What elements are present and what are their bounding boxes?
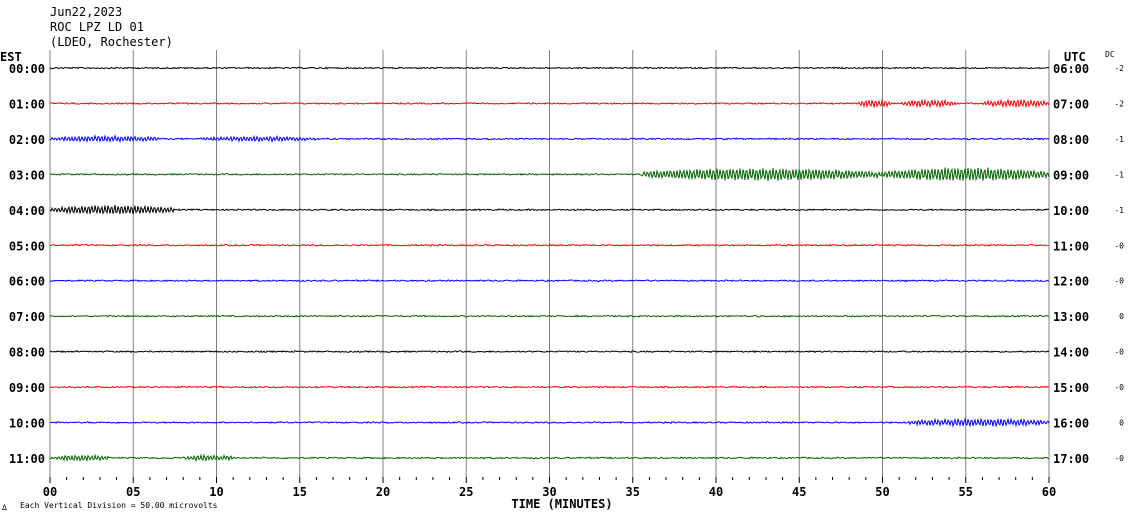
tick-label-05: 05 xyxy=(126,485,140,499)
tick-label-50: 50 xyxy=(875,485,889,499)
trace-0300 xyxy=(49,167,1050,182)
utc-label-1600: 16:00 xyxy=(1053,417,1089,431)
utc-label-1200: 12:00 xyxy=(1053,275,1089,289)
tick-label-40: 40 xyxy=(709,485,723,499)
est-label-1100: 11:00 xyxy=(9,452,45,466)
x-axis-title: TIME (MINUTES) xyxy=(511,497,612,511)
trace-0700 xyxy=(49,314,1050,318)
row-labels: 00:00 06:00 -2 01:00 07:00 -2 02:00 08:00 -1 03:0… xyxy=(9,62,1124,466)
utc-label-1000: 10:00 xyxy=(1053,204,1089,218)
est-label-0200: 02:00 xyxy=(9,133,45,147)
utc-label-1300: 13:00 xyxy=(1053,310,1089,324)
trace-0100 xyxy=(49,98,1050,109)
utc-label-1500: 15:00 xyxy=(1053,381,1089,395)
tick-label-30: 30 xyxy=(542,485,556,499)
est-label-0600: 06:00 xyxy=(9,275,45,289)
tick-label-60: 60 xyxy=(1042,485,1056,499)
utc-label-1700: 17:00 xyxy=(1053,452,1089,466)
utc-label-1400: 14:00 xyxy=(1053,346,1089,360)
trace-0000 xyxy=(49,66,1050,70)
dc-value-4: -1 xyxy=(1114,206,1124,215)
header-network: (LDEO, Rochester) xyxy=(50,35,173,49)
seismic-traces xyxy=(49,66,1050,463)
dc-value-8: -0 xyxy=(1114,348,1124,357)
trace-0500 xyxy=(49,243,1050,247)
utc-label-0900: 09:00 xyxy=(1053,168,1089,182)
tick-label-35: 35 xyxy=(626,485,640,499)
utc-label-0600: 06:00 xyxy=(1053,62,1089,76)
trace-0900 xyxy=(49,385,1050,389)
est-label-0400: 04:00 xyxy=(9,204,45,218)
trace-0200 xyxy=(49,134,1050,144)
est-zone-label: EST xyxy=(0,50,22,64)
tick-label-55: 55 xyxy=(959,485,973,499)
tick-label-20: 20 xyxy=(376,485,390,499)
footnote-mark: ∆ xyxy=(1,503,7,512)
est-label-0300: 03:00 xyxy=(9,168,45,182)
dc-value-11: -0 xyxy=(1114,454,1124,463)
est-label-0800: 08:00 xyxy=(9,346,45,360)
dc-value-9: -0 xyxy=(1114,383,1124,392)
trace-0600 xyxy=(49,279,1050,283)
dc-value-0: -2 xyxy=(1114,64,1124,73)
utc-label-0800: 08:00 xyxy=(1053,133,1089,147)
dc-value-1: -2 xyxy=(1114,99,1124,108)
est-label-0700: 07:00 xyxy=(9,310,45,324)
tick-label-00: 00 xyxy=(43,485,57,499)
est-label-0900: 09:00 xyxy=(9,381,45,395)
trace-0400 xyxy=(49,204,1050,215)
est-label-0000: 00:00 xyxy=(9,62,45,76)
dc-value-6: -0 xyxy=(1114,277,1124,286)
est-label-1000: 10:00 xyxy=(9,417,45,431)
tick-label-10: 10 xyxy=(209,485,223,499)
utc-label-1100: 11:00 xyxy=(1053,239,1089,253)
x-axis-ticks: 00 05 10 15 20 25 30 35 40 45 50 55 60 xyxy=(43,477,1056,499)
trace-1100 xyxy=(49,453,1050,463)
est-label-0500: 05:00 xyxy=(9,239,45,253)
trace-1000 xyxy=(49,417,1050,428)
tick-label-25: 25 xyxy=(459,485,473,499)
trace-0800 xyxy=(49,350,1050,354)
tick-label-45: 45 xyxy=(792,485,806,499)
header-date: Jun22,2023 xyxy=(50,5,122,19)
est-label-0100: 01:00 xyxy=(9,97,45,111)
dc-value-3: -1 xyxy=(1114,170,1124,179)
header-station: ROC LPZ LD 01 xyxy=(50,20,144,34)
tick-label-15: 15 xyxy=(293,485,307,499)
grid-lines xyxy=(49,50,1050,477)
utc-label-0700: 07:00 xyxy=(1053,97,1089,111)
dc-value-2: -1 xyxy=(1114,135,1124,144)
dc-value-10: 0 xyxy=(1119,419,1124,428)
scale-footnote: Each Vertical Division = 50.00 microvolt… xyxy=(20,501,218,510)
utc-zone-label: UTC xyxy=(1064,50,1086,64)
dc-value-5: -0 xyxy=(1114,241,1124,250)
dc-value-7: 0 xyxy=(1119,312,1124,321)
dc-label: DC xyxy=(1105,50,1115,59)
